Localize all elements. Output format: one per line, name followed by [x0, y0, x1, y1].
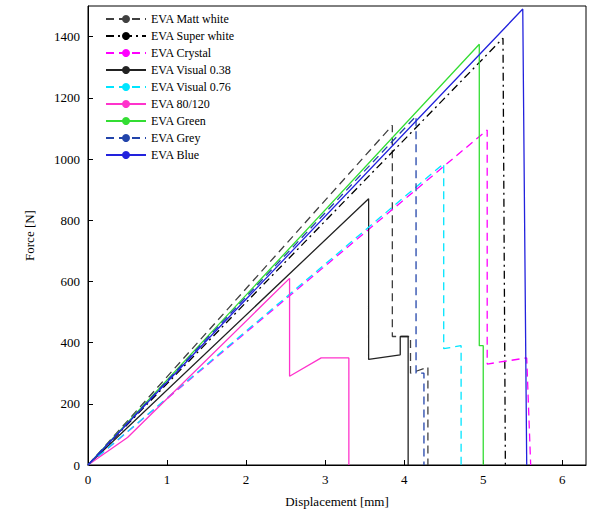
svg-text:400: 400 — [61, 335, 81, 350]
svg-text:800: 800 — [61, 213, 81, 228]
svg-text:1200: 1200 — [54, 90, 80, 105]
svg-text:3: 3 — [322, 472, 329, 487]
svg-text:EVA Super white: EVA Super white — [151, 29, 234, 43]
svg-text:1400: 1400 — [54, 29, 80, 44]
svg-text:0: 0 — [85, 472, 92, 487]
svg-text:EVA Crystal: EVA Crystal — [151, 46, 212, 60]
svg-text:0: 0 — [74, 458, 81, 473]
svg-text:EVA Matt white: EVA Matt white — [151, 12, 229, 26]
svg-text:EVA Grey: EVA Grey — [151, 131, 200, 145]
svg-text:EVA Visual 0.76: EVA Visual 0.76 — [151, 80, 231, 94]
svg-text:5: 5 — [480, 472, 487, 487]
svg-text:6: 6 — [559, 472, 566, 487]
svg-text:200: 200 — [61, 396, 81, 411]
svg-text:EVA Green: EVA Green — [151, 114, 206, 128]
svg-text:EVA 80/120: EVA 80/120 — [151, 97, 210, 111]
svg-text:2: 2 — [243, 472, 250, 487]
svg-text:600: 600 — [61, 274, 81, 289]
svg-text:1: 1 — [164, 472, 171, 487]
svg-text:EVA Blue: EVA Blue — [151, 148, 199, 162]
svg-text:1000: 1000 — [54, 152, 80, 167]
svg-text:4: 4 — [401, 472, 408, 487]
svg-text:EVA Visual 0.38: EVA Visual 0.38 — [151, 63, 231, 77]
svg-text:Displacement [mm]: Displacement [mm] — [285, 494, 389, 509]
svg-text:Force [N]: Force [N] — [22, 210, 37, 261]
